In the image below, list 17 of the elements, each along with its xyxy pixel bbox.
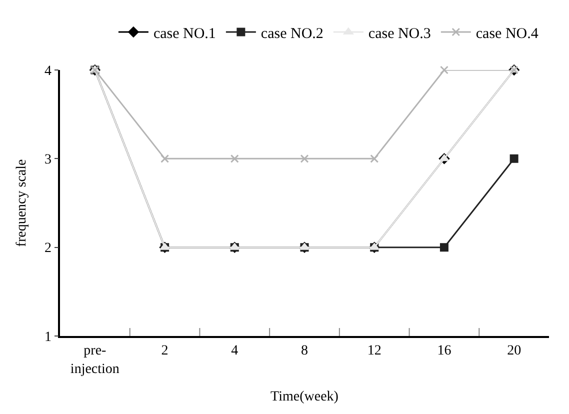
x-tick-label: 20 [507, 344, 522, 359]
legend-label: case NO.4 [476, 26, 539, 42]
y-axis-title: frequency scale [14, 159, 30, 247]
y-tick-label: 3 [44, 152, 52, 168]
x-tick-label: pre- injection [70, 344, 120, 377]
legend-label: case NO.1 [153, 26, 216, 42]
x-tick-label: 12 [367, 344, 382, 359]
x-axis-title: Time(week) [270, 390, 339, 405]
x-tick-label: 16 [437, 344, 452, 359]
legend-label: case NO.3 [368, 26, 431, 42]
x-tick-label: 8 [301, 344, 308, 359]
x-tick-label: 2 [161, 344, 168, 359]
y-tick-label: 4 [44, 64, 52, 79]
x-tick-label: 4 [231, 344, 238, 359]
y-tick-label: 1 [44, 330, 52, 345]
y-tick-label: 2 [44, 241, 52, 256]
legend-label: case NO.2 [260, 26, 324, 42]
